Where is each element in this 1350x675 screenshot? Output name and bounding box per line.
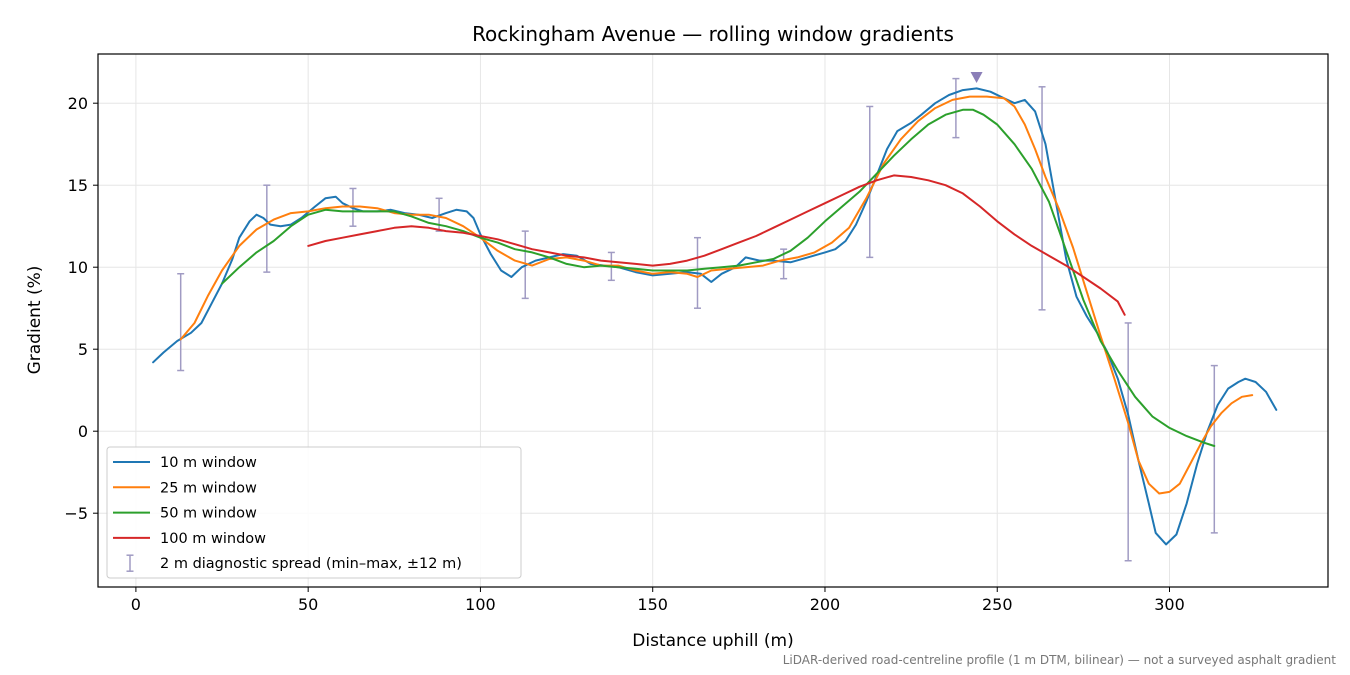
legend-label: 100 m window xyxy=(160,531,266,547)
errorbar xyxy=(1038,86,1046,311)
x-axis-label: Distance uphill (m) xyxy=(632,631,793,651)
y-axis-label: Gradient (%) xyxy=(25,266,45,375)
series-line-10-m-window xyxy=(152,87,1278,546)
series-line-50-m-window xyxy=(221,108,1216,447)
legend-item: 25 m window xyxy=(113,480,257,496)
legend-item: 100 m window xyxy=(113,531,266,547)
legend-item: 50 m window xyxy=(113,506,257,522)
legend-label: 50 m window xyxy=(160,506,257,522)
errorbar xyxy=(1210,364,1218,534)
errorbar xyxy=(952,77,960,139)
legend-label: 2 m diagnostic spread (min–max, ±12 m) xyxy=(160,556,462,572)
legend-item: 10 m window xyxy=(113,455,257,471)
legend-label: 10 m window xyxy=(160,455,257,471)
series-line-100-m-window xyxy=(307,174,1126,316)
x-tick-label: 50 xyxy=(298,595,318,614)
y-tick-label: 0 xyxy=(78,422,88,441)
peak-marker xyxy=(970,71,983,83)
x-tick-label: 200 xyxy=(810,595,841,614)
errorbar xyxy=(1124,322,1132,562)
errorbar xyxy=(263,184,271,273)
y-tick-label: 15 xyxy=(68,176,88,195)
chart-title: Rockingham Avenue — rolling window gradi… xyxy=(472,22,954,46)
y-tick-label: 5 xyxy=(78,340,88,359)
legend-box xyxy=(106,446,522,579)
y-tick-label: −5 xyxy=(64,504,88,523)
x-tick-label: 100 xyxy=(465,595,496,614)
x-tick-label: 250 xyxy=(982,595,1013,614)
x-tick-label: 300 xyxy=(1154,595,1185,614)
legend-item: 2 m diagnostic spread (min–max, ±12 m) xyxy=(126,554,462,572)
legend-label: 25 m window xyxy=(160,480,257,496)
series-line-25-m-window xyxy=(179,95,1254,495)
legend: 10 m window 25 m window 50 m window 100 m w… xyxy=(106,446,522,579)
y-tick-label: 20 xyxy=(68,94,88,113)
footnote: LiDAR-derived road-centreline profile (1… xyxy=(783,653,1337,667)
plot-area xyxy=(152,71,1278,562)
y-tick-label: 10 xyxy=(68,258,88,277)
grid xyxy=(98,54,1328,587)
x-tick-label: 0 xyxy=(131,595,141,614)
x-tick-label: 150 xyxy=(637,595,668,614)
errorbar xyxy=(177,273,185,372)
plot-frame xyxy=(97,53,1329,588)
axis-ticks: 0 50 100 150 200 250 300 −5 0 5 10 15 20 xyxy=(64,94,1184,614)
